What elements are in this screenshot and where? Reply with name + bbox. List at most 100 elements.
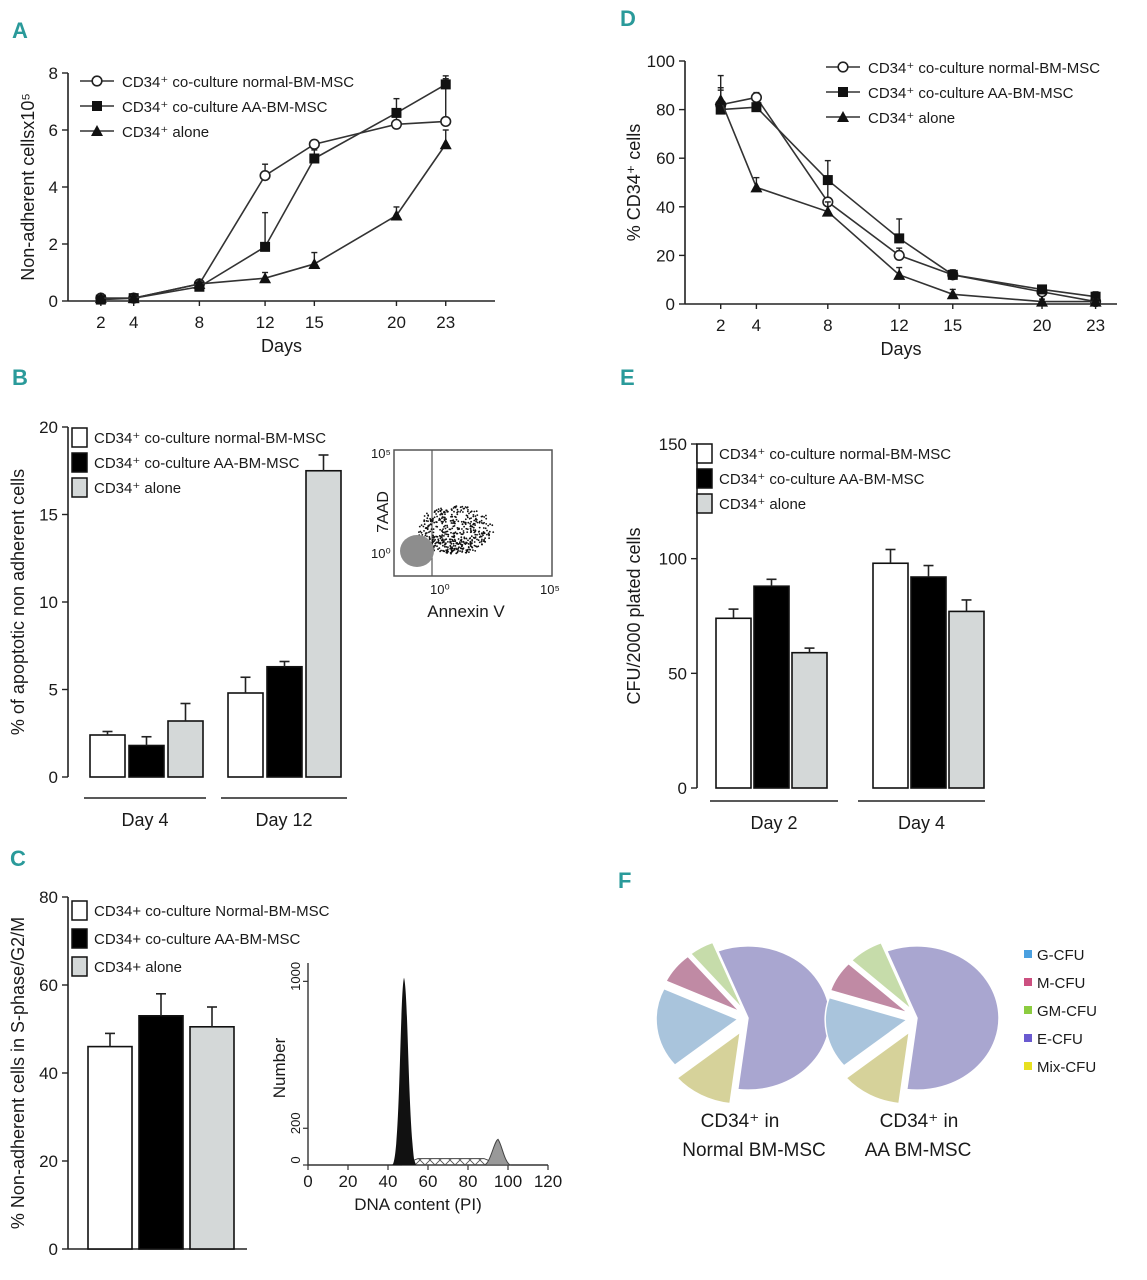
chart-e-bar bbox=[948, 610, 985, 789]
flow-dot bbox=[442, 520, 444, 523]
flow-dot bbox=[453, 548, 456, 551]
flow-dot bbox=[426, 535, 428, 538]
flow-dot bbox=[474, 515, 477, 517]
chart-f-pies bbox=[655, 941, 1000, 1105]
flow-dot bbox=[426, 528, 429, 531]
chart-b-bar bbox=[305, 469, 342, 778]
flow-dot bbox=[468, 517, 471, 520]
chart-e-legend-swatch bbox=[696, 468, 713, 489]
flow-dot bbox=[443, 525, 445, 528]
panel-label-f: F bbox=[618, 868, 631, 893]
legend-label-gm-cfu: GM-CFU bbox=[1037, 1003, 1097, 1020]
flow-dot bbox=[437, 542, 440, 544]
flow-dot bbox=[437, 508, 440, 510]
flow-dot bbox=[474, 529, 477, 532]
flow-dot bbox=[444, 533, 446, 535]
flow-dot bbox=[463, 525, 465, 528]
flow-dot bbox=[441, 522, 444, 525]
flow-dot bbox=[420, 524, 423, 526]
chart-e-bar bbox=[791, 651, 828, 789]
flow-dot bbox=[469, 527, 472, 530]
chart-c-ytick-label: 0 bbox=[49, 1240, 58, 1259]
flow-dot bbox=[476, 533, 478, 536]
flow-dot bbox=[469, 525, 472, 528]
pie-slice-g-cfu bbox=[824, 996, 909, 1067]
chart-e-category-label: Day 2 bbox=[750, 813, 797, 833]
flow-dot bbox=[446, 524, 448, 527]
flow-dot bbox=[440, 536, 443, 539]
flow-dot bbox=[434, 544, 437, 547]
chart-a-ytick-label: 0 bbox=[49, 292, 58, 311]
flow-dot bbox=[465, 527, 468, 530]
chart-a-data-point bbox=[309, 153, 320, 164]
flow-dot bbox=[459, 550, 461, 552]
flow-dot bbox=[450, 515, 452, 518]
flow-dot bbox=[425, 527, 427, 529]
flow-dot bbox=[426, 512, 428, 515]
legend-swatch-g-cfu bbox=[1024, 950, 1032, 958]
flow-dot bbox=[429, 519, 432, 522]
flow-dot bbox=[480, 535, 483, 538]
flow-dot bbox=[461, 550, 464, 553]
chart-d-ylabel: % CD34⁺ cells bbox=[624, 124, 644, 242]
histogram-xtick-label: 0 bbox=[303, 1172, 312, 1191]
flow-dot bbox=[427, 514, 430, 517]
flow-dot bbox=[456, 527, 459, 529]
chart-b-ytick-label: 5 bbox=[49, 681, 58, 700]
flow-dot bbox=[443, 519, 446, 522]
flow-xtick-left: 10⁰ bbox=[430, 582, 450, 597]
chart-c-legend-swatch bbox=[71, 928, 88, 949]
flow-dot bbox=[439, 528, 441, 531]
flow-dot bbox=[460, 520, 463, 523]
chart-b-bar bbox=[89, 734, 126, 778]
chart-c-legend-label: CD34+ alone bbox=[94, 959, 182, 976]
flow-dot bbox=[483, 516, 486, 518]
chart-d-ytick-label: 100 bbox=[647, 52, 675, 71]
panel-label-d: D bbox=[620, 6, 636, 31]
legend-swatch-m-cfu bbox=[1024, 978, 1032, 986]
flow-dot bbox=[442, 528, 444, 530]
flow-dot bbox=[444, 513, 446, 516]
flow-dot bbox=[446, 530, 449, 533]
chart-d-legend-marker bbox=[837, 61, 849, 73]
chart-d-data-point bbox=[893, 268, 906, 280]
chart-d-data-point bbox=[750, 91, 763, 104]
chart-c-bar bbox=[87, 1045, 133, 1250]
flow-xlabel: Annexin V bbox=[427, 602, 505, 621]
flow-dot bbox=[432, 519, 434, 521]
flow-dot bbox=[450, 549, 453, 552]
chart-a-ytick-label: 8 bbox=[49, 64, 58, 83]
flow-dot bbox=[463, 507, 466, 510]
flow-dot bbox=[451, 515, 454, 518]
flow-dot bbox=[472, 526, 475, 529]
flow-dot bbox=[452, 525, 455, 528]
flow-dot bbox=[478, 526, 481, 529]
flow-dot bbox=[432, 528, 435, 530]
chart-d-legend-label: CD34⁺ alone bbox=[868, 110, 955, 127]
flow-dot bbox=[456, 513, 459, 516]
chart-c-inset-histogram: 0 200 1000 0 20 40 60 80 100 120 DNA content (PI) N… bbox=[270, 962, 562, 1214]
chart-b-bar bbox=[167, 720, 204, 778]
flow-dot bbox=[437, 510, 440, 513]
chart-d-ytick-label: 0 bbox=[666, 295, 675, 314]
chart-d-series-line bbox=[720, 106, 1096, 298]
chart-a-data-point bbox=[259, 272, 272, 284]
flow-dot bbox=[450, 552, 452, 555]
chart-c-ytick-label: 80 bbox=[39, 888, 58, 907]
flow-dot bbox=[461, 528, 463, 530]
flow-dot bbox=[455, 516, 457, 519]
chart-d-legend-label: CD34⁺ co-culture normal-BM-MSC bbox=[868, 60, 1100, 77]
flow-dot bbox=[478, 533, 481, 535]
chart-a-legend-label: CD34⁺ co-culture AA-BM-MSC bbox=[122, 99, 328, 116]
flow-dot bbox=[482, 534, 484, 537]
flow-dot bbox=[447, 533, 450, 536]
flow-dot bbox=[484, 541, 487, 543]
histogram-xtick-label: 80 bbox=[459, 1172, 478, 1191]
flow-dot bbox=[474, 533, 477, 536]
flow-dot bbox=[472, 529, 475, 532]
chart-a-xtick-label: 8 bbox=[195, 313, 204, 332]
chart-d-line: 0 20 40 60 80 100 2 4 8 12 15 20 23 Days % CD34⁺ cells… bbox=[624, 52, 1117, 359]
flow-dot bbox=[439, 537, 442, 540]
chart-e-ytick-label: 0 bbox=[678, 779, 687, 798]
legend-label-mix-cfu: Mix-CFU bbox=[1037, 1059, 1096, 1076]
